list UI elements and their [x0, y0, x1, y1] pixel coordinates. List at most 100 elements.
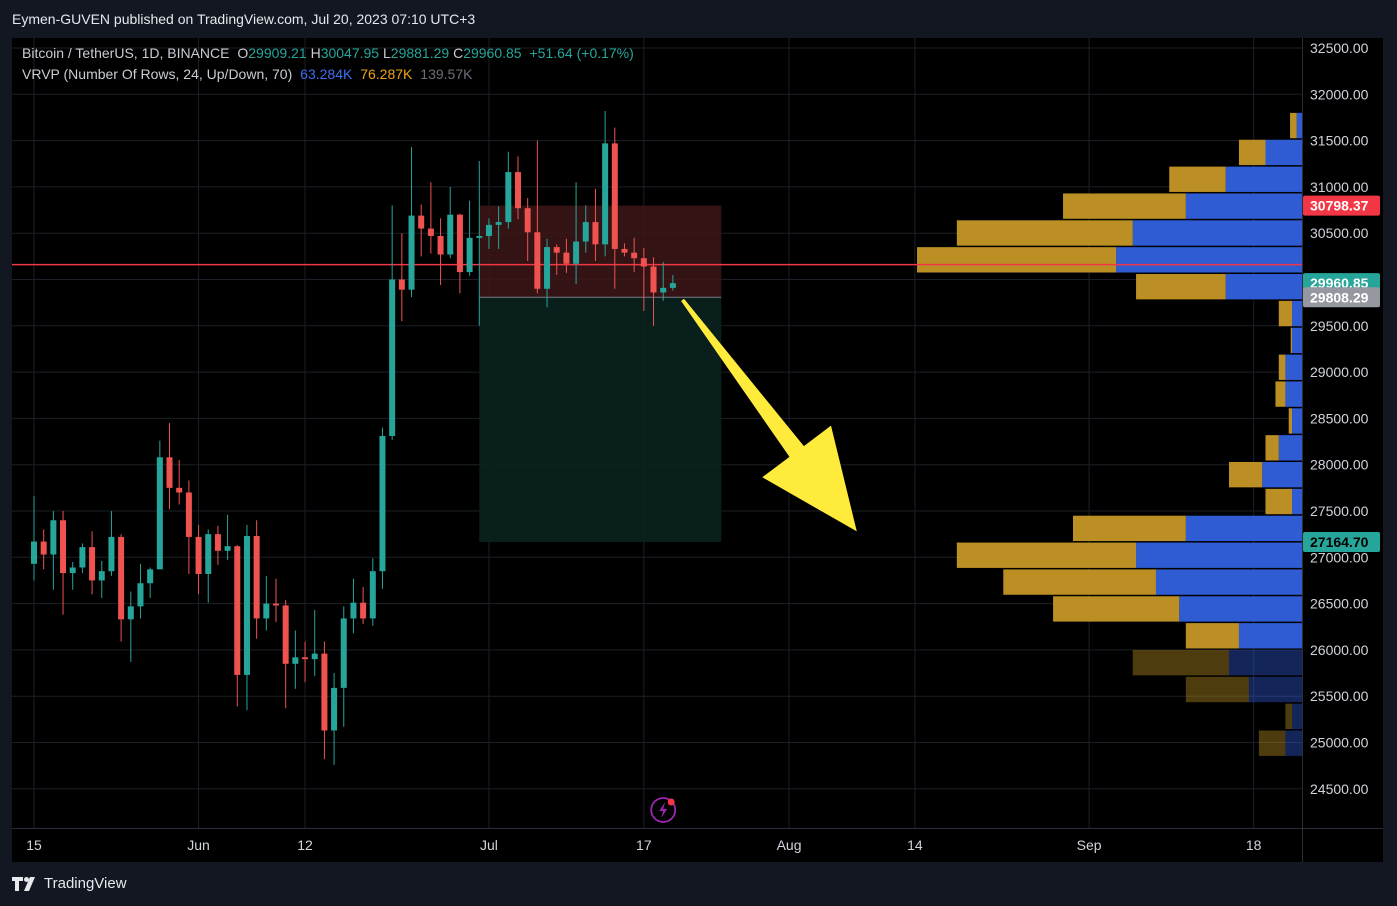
- volume-down-value: 76.287K: [360, 66, 413, 82]
- volume-profile-up-bar: [1225, 274, 1302, 300]
- price-label-text: 29808.29: [1310, 289, 1369, 305]
- volume-profile-down-bar: [1185, 623, 1239, 649]
- candle: [60, 511, 67, 615]
- candle: [31, 496, 37, 581]
- price-label-box: [1303, 287, 1380, 308]
- candle: [263, 575, 270, 631]
- price-axis-tick-label: 29000.00: [1310, 364, 1369, 380]
- volume-profile-up-bar: [1116, 247, 1302, 273]
- price-axis-tick-label: 26500.00: [1310, 596, 1369, 612]
- tradingview-brand[interactable]: TradingView: [12, 875, 127, 892]
- price-axis-tick-label: 29500.00: [1310, 318, 1369, 334]
- candle-body: [418, 215, 425, 229]
- volume-profile-down-bar: [1053, 596, 1180, 622]
- volume-profile-down-bar: [1285, 703, 1293, 730]
- volume-profile-down-bar: [1258, 730, 1286, 756]
- candle-body: [360, 602, 367, 619]
- candle: [137, 563, 144, 619]
- candle: [331, 673, 338, 765]
- candle: [195, 524, 202, 595]
- candle-body: [456, 214, 463, 273]
- candle-body: [408, 215, 415, 290]
- high-value: 30047.95: [320, 45, 380, 61]
- price-axis[interactable]: 24500.00 25000.00 25500.00 26000.00 26500.00…: [1310, 40, 1369, 797]
- price-label-box: [1303, 195, 1380, 216]
- candle-body: [31, 541, 37, 564]
- chart-frame[interactable]: 24500.00 25000.00 25500.00 26000.00 26500.00…: [12, 38, 1383, 862]
- candle: [156, 440, 163, 570]
- short-position-stop-zone[interactable]: [479, 205, 722, 298]
- candle-body: [50, 520, 57, 555]
- candle: [185, 480, 192, 574]
- brand-name: TradingView: [44, 875, 127, 892]
- chart-canvas[interactable]: 24500.00 25000.00 25500.00 26000.00 26500.00…: [12, 38, 1383, 862]
- price-axis-tick-label: 30500.00: [1310, 225, 1369, 241]
- candle-body: [592, 222, 599, 245]
- candle: [389, 205, 396, 440]
- candle-body: [79, 547, 86, 568]
- candle: [476, 160, 483, 326]
- volume-profile-up-bar: [1285, 730, 1302, 756]
- volume-profile-up-bar: [1155, 569, 1302, 595]
- candle: [534, 140, 541, 294]
- candle: [427, 182, 434, 254]
- short-position-target-zone[interactable]: [479, 297, 722, 543]
- volume-profile-down-bar: [1169, 166, 1226, 192]
- volume-profile-up-bar: [1292, 300, 1302, 327]
- symbol-legend-row[interactable]: Bitcoin / TetherUS, 1D, BINANCE O29909.2…: [22, 43, 634, 64]
- down-arrow-drawing[interactable]: [681, 298, 857, 532]
- volume-profile-up-bar: [1292, 408, 1302, 434]
- candle: [205, 529, 212, 603]
- volume-profile-down-bar: [917, 247, 1117, 273]
- volume-profile[interactable]: [917, 112, 1302, 756]
- candle: [573, 182, 580, 285]
- candle-body: [302, 657, 309, 660]
- volume-profile-up-bar: [1132, 220, 1302, 246]
- price-axis-tick-label: 31500.00: [1310, 133, 1369, 149]
- candle: [302, 641, 309, 683]
- price-label-box: [1303, 532, 1380, 553]
- volume-profile-down-bar: [956, 542, 1137, 568]
- candle-body: [640, 258, 647, 267]
- candle-body: [147, 569, 154, 584]
- candle-body: [214, 534, 221, 551]
- candle-body: [234, 546, 241, 675]
- candle: [640, 248, 647, 311]
- time-axis-tick-label: 18: [1246, 837, 1262, 853]
- candle-body: [389, 279, 396, 436]
- candle-body: [166, 457, 173, 488]
- candle: [147, 567, 154, 599]
- candle: [505, 151, 512, 229]
- candle-body: [340, 618, 347, 688]
- price-axis-tick-label: 28500.00: [1310, 410, 1369, 426]
- volume-profile-down-bar: [956, 220, 1133, 246]
- candle: [660, 261, 667, 301]
- price-label: 27164.70: [1303, 532, 1380, 553]
- volume-profile-down-bar: [1265, 488, 1293, 515]
- price-axis-tick-label: 25000.00: [1310, 735, 1369, 751]
- close-value: 29960.85: [463, 45, 522, 61]
- time-axis-tick-label: Jun: [187, 837, 210, 853]
- candlestick-series[interactable]: [31, 110, 676, 765]
- candle: [166, 423, 173, 510]
- candle: [253, 520, 260, 639]
- candle: [108, 511, 115, 576]
- indicator-name[interactable]: VRVP (Number Of Rows, 24, Up/Down, 70): [22, 66, 293, 82]
- candle: [437, 218, 444, 286]
- volume-profile-down-bar: [1238, 139, 1266, 166]
- price-label-text: 29960.85: [1310, 275, 1369, 291]
- replay-marker-icon[interactable]: [650, 797, 677, 823]
- symbol-name[interactable]: Bitcoin / TetherUS, 1D, BINANCE: [22, 45, 230, 61]
- volume-profile-down-bar: [1290, 327, 1293, 354]
- candle: [176, 460, 183, 505]
- publish-info: Eymen-GUVEN published on TradingView.com…: [12, 11, 476, 27]
- candle: [50, 511, 57, 590]
- candle: [98, 561, 105, 599]
- candle: [360, 586, 367, 624]
- candle-body: [108, 536, 115, 572]
- candle: [398, 233, 405, 322]
- time-axis[interactable]: 15 Jun 12 Jul 17 Aug 14 Sep 18: [26, 837, 1261, 853]
- price-label-text: 30798.37: [1310, 198, 1369, 214]
- indicator-legend-row[interactable]: VRVP (Number Of Rows, 24, Up/Down, 70) 6…: [22, 64, 634, 85]
- volume-profile-up-bar: [1225, 166, 1302, 192]
